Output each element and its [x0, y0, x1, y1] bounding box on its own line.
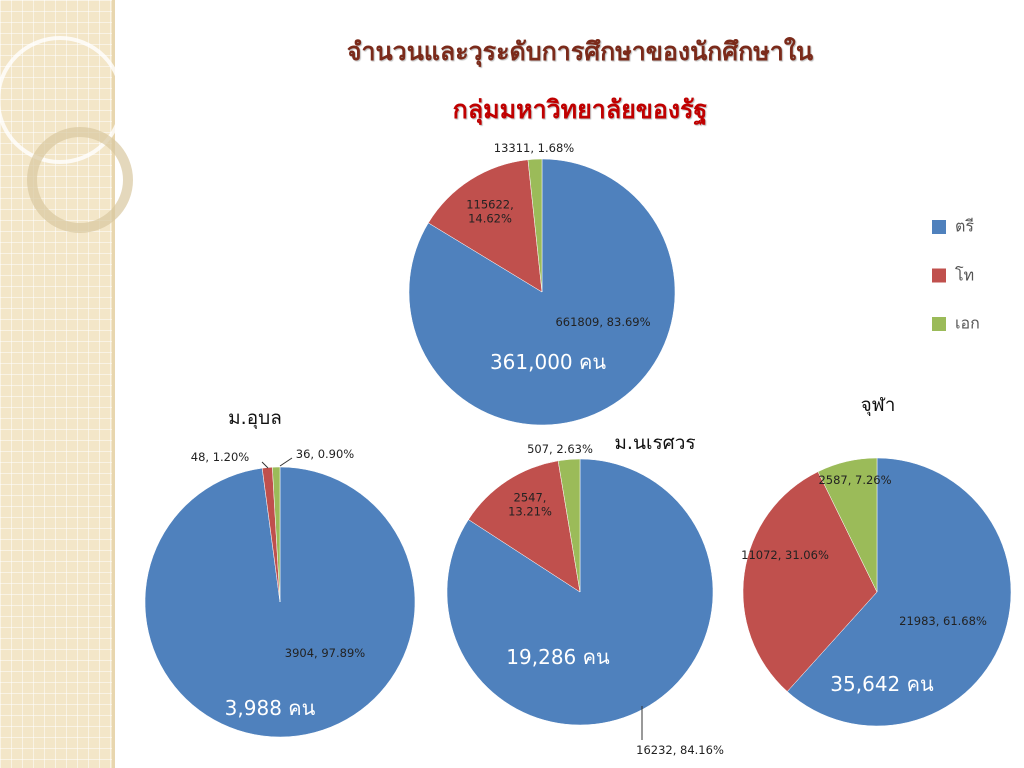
chart-title: จุฬา — [860, 394, 896, 416]
legend-label: โท — [955, 265, 975, 284]
decor-strip — [0, 0, 115, 768]
pie-slice — [468, 460, 581, 593]
total-annotation: 35,642 คน — [830, 672, 934, 696]
legend-label: เอก — [955, 313, 980, 333]
data-label: 16232, 84.16% — [636, 742, 724, 757]
data-label: 21983, 61.68% — [899, 613, 987, 628]
data-label: 3904, 97.89% — [284, 645, 366, 660]
data-label: 36, 0.90% — [295, 446, 355, 461]
total-annotation: 19,286 คน — [506, 645, 610, 669]
chart-title: ม.นเรศวร — [614, 432, 696, 454]
total-annotation: 3,988 คน — [224, 696, 316, 720]
data-label: 11072, 31.06% — [741, 547, 829, 562]
total-annotation: 361,000 คน — [489, 350, 607, 374]
data-label: 2547, 13.21% — [508, 490, 552, 519]
data-label: 48, 1.20% — [190, 449, 250, 464]
data-label: 2587, 7.26% — [818, 472, 892, 487]
slide-title: กลุ่มมหาวิทยาลัยของรัฐ — [452, 95, 708, 124]
data-label: 115622, 14.62% — [466, 197, 514, 226]
decor-ring — [27, 127, 133, 233]
data-label: 507, 2.63% — [527, 441, 593, 456]
pie-slice — [742, 471, 878, 692]
pie-slice — [527, 158, 543, 293]
leader-line — [261, 461, 269, 469]
leader-line — [279, 457, 293, 467]
pie-slice — [786, 457, 1012, 727]
legend-swatch — [932, 220, 946, 234]
legend-swatch — [932, 268, 946, 283]
data-label: 661809, 83.69% — [555, 314, 651, 329]
pie-slice — [557, 458, 581, 593]
pie-slice — [428, 159, 543, 293]
legend-label: ตรี — [955, 216, 974, 236]
decor-ring — [0, 36, 124, 164]
legend-swatch — [932, 317, 946, 331]
chart-title: ม.อุบล — [228, 407, 282, 429]
slide-title: จำนวนและวุระดับการศึกษาของนักศึกษาใน — [346, 37, 814, 66]
data-label: 13311, 1.68% — [493, 140, 575, 155]
pie-slice — [272, 466, 281, 603]
pie-slice — [817, 457, 878, 593]
